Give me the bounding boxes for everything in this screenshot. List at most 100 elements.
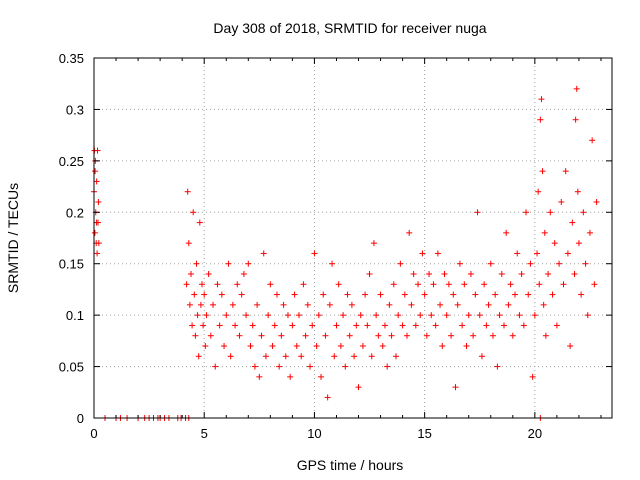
data-point bbox=[287, 373, 294, 380]
data-point bbox=[202, 343, 209, 349]
data-point bbox=[329, 260, 336, 267]
data-point bbox=[392, 353, 399, 360]
data-point bbox=[465, 312, 472, 319]
data-point bbox=[423, 332, 430, 339]
data-point bbox=[448, 332, 455, 339]
data-point bbox=[443, 312, 450, 319]
data-point bbox=[193, 260, 200, 267]
data-point bbox=[251, 363, 258, 370]
data-point bbox=[454, 301, 461, 308]
data-point bbox=[450, 291, 457, 298]
x-axis-label: GPS time / hours bbox=[297, 457, 404, 473]
y-tick-label: 0.1 bbox=[66, 308, 84, 323]
y-axis-label: SRMTID / TECUs bbox=[5, 183, 21, 293]
data-point bbox=[187, 271, 194, 277]
data-point bbox=[377, 291, 384, 298]
data-point bbox=[452, 384, 459, 391]
data-point bbox=[238, 291, 245, 298]
data-point bbox=[445, 281, 452, 288]
data-point bbox=[183, 281, 190, 288]
data-point bbox=[94, 147, 101, 154]
data-point bbox=[379, 343, 386, 349]
data-point bbox=[320, 291, 327, 298]
data-point bbox=[545, 271, 552, 277]
data-point bbox=[580, 209, 587, 216]
data-point bbox=[212, 363, 219, 370]
data-point bbox=[539, 168, 546, 175]
data-point bbox=[582, 260, 589, 267]
x-tick-label: 5 bbox=[201, 426, 208, 441]
data-point bbox=[572, 116, 579, 123]
data-point bbox=[531, 312, 538, 319]
data-point bbox=[221, 343, 228, 349]
data-point bbox=[362, 291, 369, 298]
data-point bbox=[276, 363, 283, 370]
data-point bbox=[227, 353, 234, 360]
data-point bbox=[586, 229, 593, 236]
data-point bbox=[197, 301, 204, 308]
data-point bbox=[245, 260, 252, 267]
data-point bbox=[223, 312, 230, 319]
data-point bbox=[335, 281, 342, 288]
data-point bbox=[192, 332, 199, 339]
data-point bbox=[421, 291, 428, 298]
data-point bbox=[593, 199, 600, 205]
data-point bbox=[346, 332, 353, 339]
data-point bbox=[459, 322, 466, 329]
data-point bbox=[355, 384, 362, 391]
data-point bbox=[388, 332, 395, 339]
data-point bbox=[185, 240, 192, 247]
data-point bbox=[584, 312, 591, 319]
data-point bbox=[348, 301, 355, 308]
data-point bbox=[260, 250, 267, 257]
data-point bbox=[93, 178, 100, 185]
data-point bbox=[381, 322, 388, 329]
data-point bbox=[541, 229, 548, 236]
data-point bbox=[496, 312, 503, 319]
data-point bbox=[94, 250, 101, 257]
data-point bbox=[578, 291, 585, 298]
data-point bbox=[309, 322, 316, 329]
axis-ticks: 0 5 10 15 20 0 0.05 0.1 0.15 0.2 0.25 0.3 0.35 bbox=[59, 51, 612, 441]
data-point bbox=[284, 312, 291, 319]
data-point bbox=[189, 322, 196, 329]
data-point bbox=[218, 291, 225, 298]
y-tick-label: 0.05 bbox=[59, 360, 84, 375]
data-point bbox=[262, 353, 269, 360]
data-point bbox=[207, 332, 214, 339]
x-tick-label: 15 bbox=[417, 426, 431, 441]
data-point bbox=[265, 312, 272, 319]
data-point bbox=[494, 363, 501, 370]
data-point bbox=[399, 322, 406, 329]
data-point bbox=[562, 168, 569, 175]
data-point bbox=[575, 240, 582, 247]
data-point bbox=[489, 332, 496, 339]
data-point bbox=[536, 281, 543, 288]
data-point bbox=[302, 332, 309, 339]
data-point bbox=[318, 373, 325, 380]
data-point bbox=[313, 343, 320, 349]
data-point bbox=[307, 363, 314, 370]
data-point bbox=[366, 271, 373, 277]
data-point bbox=[384, 363, 391, 370]
data-point bbox=[470, 332, 477, 339]
data-point bbox=[300, 281, 307, 288]
data-point bbox=[437, 301, 444, 308]
data-point bbox=[337, 343, 344, 349]
data-point bbox=[395, 312, 402, 319]
data-point bbox=[273, 291, 280, 298]
data-point bbox=[540, 301, 547, 308]
data-point bbox=[567, 343, 574, 349]
data-point bbox=[410, 271, 417, 277]
data-point bbox=[304, 301, 311, 308]
data-point bbox=[333, 322, 340, 329]
data-point bbox=[280, 301, 287, 308]
plot-frame bbox=[93, 57, 613, 419]
data-point bbox=[527, 260, 534, 267]
data-point bbox=[564, 250, 571, 257]
data-point bbox=[232, 322, 239, 329]
y-tick-label: 0.35 bbox=[59, 51, 84, 66]
data-point bbox=[573, 85, 580, 92]
